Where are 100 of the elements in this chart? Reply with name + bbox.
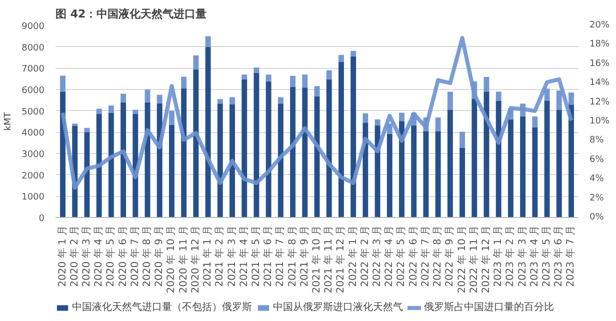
y2-tick-label: 18% [590,40,610,50]
y2-tick-label: 12% [590,97,610,108]
x-tick-label: 2021 年 10 月 [310,225,322,294]
bar [254,72,260,218]
bar [96,108,102,114]
bar [532,127,538,218]
x-tick-label: 2020 年 6 月 [116,225,129,287]
x-tick-label: 2023 年 2 月 [504,225,516,287]
x-tick-label: 2023 年 7 月 [564,225,577,287]
y2-tick-label: 4% [590,174,604,184]
bar [132,110,138,114]
y-tick-label: 7000 [22,64,45,75]
bar [508,119,514,218]
x-tick-label: 2020 年 9 月 [153,225,166,287]
bar [60,92,66,218]
x-tick-label: 2022 年 4 月 [383,225,396,287]
x-tick-label: 2021 年 8 月 [286,225,298,287]
x-tick-label: 2021 年 5 月 [250,225,262,287]
x-tick-label: 2021 年 1 月 [202,225,214,287]
bar [181,88,187,218]
x-tick-label: 2023 年 1 月 [492,225,504,287]
bar [108,112,114,218]
x-tick-label: 2022 年 6 月 [407,225,420,287]
bar [108,106,114,113]
y-tick-label: 6000 [22,86,45,96]
bar [520,116,526,218]
bar [484,76,490,92]
bar [169,110,174,125]
x-tick-label: 2022 年 9 月 [444,225,456,287]
x-tick-label: 2022 年 8 月 [432,225,444,287]
y2-tick-label: 2% [590,193,604,204]
bar [120,102,126,218]
bar [423,131,429,218]
x-tick-label: 2020 年 3 月 [80,225,92,287]
bar [532,116,538,128]
bar [350,56,356,218]
bar [120,94,126,102]
x-tick-label: 2021 年 6 月 [262,225,274,287]
x-tick-label: 2021 年 2 月 [214,225,226,287]
x-tick-label: 2023 年 3 月 [516,225,528,287]
bar [290,76,296,87]
x-tick-label: 2020 年 12 月 [189,225,202,294]
y-tick-label: 5000 [22,107,45,118]
x-tick-label: 2023 年 4 月 [528,225,540,287]
x-tick-label: 2022 年 3 月 [371,225,384,287]
bar [205,46,211,218]
bar [278,97,284,104]
bar [193,69,199,218]
x-tick-label: 2021 年 7 月 [274,225,286,287]
y-tick-label: 2000 [22,171,45,182]
bar [411,126,417,218]
y2-tick-label: 6% [590,154,604,165]
bar [460,132,465,148]
y-axis-title: kMT [4,112,14,131]
y2-tick-label: 10% [590,116,610,126]
bar [350,50,356,56]
x-tick-label: 2020 年 8 月 [141,225,154,287]
x-tick-label: 2021 年 11 月 [322,225,335,294]
x-tick-label: 2022 年 5 月 [395,225,408,287]
y2-tick-label: 16% [590,58,610,69]
bar [302,74,308,88]
bar [374,126,380,218]
bar [472,98,478,218]
bar [435,131,441,218]
bar [338,54,344,62]
bar [496,100,502,218]
bar [302,88,308,218]
bar [278,104,284,218]
x-tick-label: 2020 年 5 月 [104,225,117,287]
bar [362,113,368,123]
x-tick-label: 2022 年 12 月 [480,225,492,294]
bar [568,104,574,218]
x-tick-label: 2021 年 9 月 [298,225,310,287]
y-tick-label: 3000 [22,150,45,160]
bar [338,62,344,218]
x-tick-label: 2021 年 12 月 [334,225,347,294]
bar [144,90,150,102]
bar [181,76,187,88]
bar [326,79,332,218]
bar [399,112,404,122]
bar [60,76,66,92]
bar [242,74,248,80]
x-tick-label: 2021 年 3 月 [226,225,238,287]
bar [544,100,550,218]
bar [314,86,320,97]
bar [217,104,223,218]
x-tick-label: 2020 年 7 月 [128,225,141,287]
bar [156,94,162,104]
bar [242,79,248,218]
legend-label: 俄罗斯占中国进口量的百分比 [424,300,554,314]
bar [217,99,223,104]
x-tick-label: 2020 年 4 月 [92,225,105,287]
x-tick-label: 2022 年 10 月 [456,225,468,294]
bar [254,68,260,73]
y-tick-label: 4000 [22,128,45,139]
bar [266,81,272,218]
bar [326,70,332,80]
bar [386,134,392,218]
bar [556,90,562,110]
bar [266,74,272,82]
